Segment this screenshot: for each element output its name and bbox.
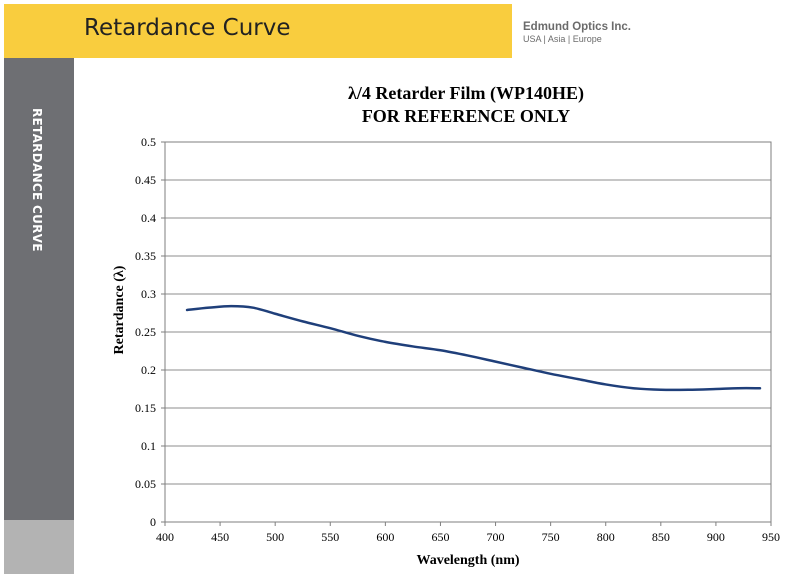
x-tick-label: 950 — [762, 530, 780, 544]
y-tick-label: 0.2 — [141, 363, 156, 377]
sidebar-footer — [4, 520, 74, 574]
y-tick-label: 0.1 — [141, 439, 156, 453]
y-tick-label: 0.25 — [135, 325, 156, 339]
y-tick-label: 0.4 — [141, 211, 156, 225]
x-tick-label: 500 — [266, 530, 284, 544]
x-tick-label: 700 — [487, 530, 505, 544]
x-tick-label: 800 — [597, 530, 615, 544]
x-tick-label: 550 — [321, 530, 339, 544]
y-tick-label: 0.15 — [135, 401, 156, 415]
sidebar — [4, 58, 74, 520]
company-name: Edmund Optics Inc. — [523, 21, 631, 33]
y-tick-label: 0.05 — [135, 477, 156, 491]
grid — [165, 141, 771, 523]
chart-title-line-1: λ/4 Retarder Film (WP140HE) — [348, 83, 584, 104]
y-tick-label: 0 — [150, 515, 156, 529]
x-tick-label: 600 — [376, 530, 394, 544]
x-tick-label: 650 — [431, 530, 449, 544]
sidebar-label: RETARDANCE CURVE — [30, 108, 44, 252]
y-tick-label: 0.35 — [135, 249, 156, 263]
x-tick-label: 400 — [156, 530, 174, 544]
company-regions: USA | Asia | Europe — [523, 34, 602, 44]
y-tick-label: 0.45 — [135, 173, 156, 187]
x-tick-label: 850 — [652, 530, 670, 544]
y-tick-label: 0.3 — [141, 287, 156, 301]
retardance-series-line — [185, 304, 762, 392]
axis-ticks: 0 0.05 0.1 0.15 0.2 0.25 0.3 0.35 0.4 0.45 0.5 400 4… — [135, 135, 780, 544]
page-title: Retardance Curve — [84, 15, 291, 41]
chart-title-line-2: FOR REFERENCE ONLY — [362, 106, 570, 126]
y-axis-title: Retardance (λ) — [112, 265, 127, 354]
x-tick-label: 900 — [707, 530, 725, 544]
header-band — [4, 4, 512, 58]
x-axis-title: Wavelength (nm) — [416, 553, 519, 568]
x-tick-label: 750 — [542, 530, 560, 544]
x-tick-label: 450 — [211, 530, 229, 544]
y-tick-label: 0.5 — [141, 135, 156, 149]
